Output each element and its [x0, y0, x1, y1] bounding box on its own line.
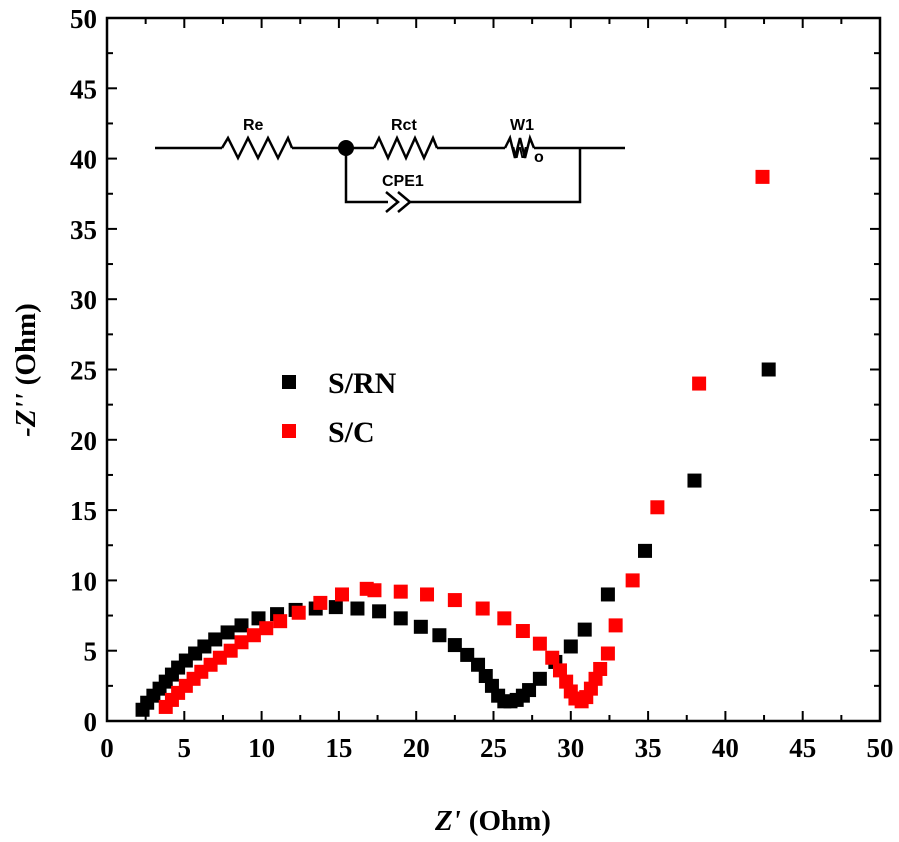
y-tick-label: 45 [70, 74, 97, 104]
data-point [350, 601, 365, 616]
x-axis-title: Z' (Ohm) [434, 805, 551, 837]
data-point [608, 618, 623, 633]
data-point [220, 625, 235, 640]
cpe-chevron-1 [385, 191, 400, 213]
tick-labels: 0 5 10 15 20 25 30 35 40 45 50 0 5 10 15 20 25 30 35 40 45 50 [70, 4, 894, 763]
circuit-parallel-return [410, 148, 582, 204]
x-tick-label: 50 [867, 733, 894, 763]
data-point [413, 619, 428, 634]
x-tick-label: 10 [248, 733, 275, 763]
x-tick-label: 0 [100, 733, 114, 763]
plot-frame [105, 16, 882, 723]
label-re: Re [243, 117, 264, 134]
x-tick-label: 45 [789, 733, 816, 763]
y-tick-label: 40 [70, 145, 97, 175]
data-point [471, 657, 486, 672]
data-point [532, 636, 547, 651]
x-axis-symbol: Z' [434, 805, 461, 837]
data-point [367, 583, 382, 598]
data-point [600, 646, 615, 661]
y-tick-label: 0 [84, 707, 98, 737]
data-point [208, 632, 223, 647]
data-point [313, 595, 328, 610]
y-tick-label: 15 [70, 496, 97, 526]
data-point [393, 584, 408, 599]
label-w-symbol: W [512, 145, 528, 162]
x-tick-label: 35 [635, 733, 662, 763]
legend-marker-s-c [282, 424, 296, 438]
data-point [291, 605, 306, 620]
series-s-c [158, 169, 770, 714]
data-point [515, 624, 530, 639]
x-tick-label: 15 [325, 733, 352, 763]
legend-marker-s-rn [282, 375, 296, 389]
y-axis-title: -Z'' (Ohm) [10, 303, 42, 437]
x-tick-label: 5 [178, 733, 192, 763]
label-cpe1: CPE1 [382, 173, 424, 190]
data-point [234, 635, 249, 650]
x-tick-label: 40 [712, 733, 739, 763]
data-point [447, 638, 462, 653]
equivalent-circuit-inset: Re Rct W1 W o CPE1 [155, 117, 625, 213]
legend: S/RN S/C [282, 367, 397, 449]
y-tick-label: 5 [84, 637, 98, 667]
data-point [497, 611, 512, 626]
data-points [135, 169, 776, 717]
data-point [625, 573, 640, 588]
data-point [522, 683, 537, 698]
legend-label-s-c: S/C [328, 416, 375, 449]
legend-label-s-rn: S/RN [328, 367, 397, 400]
data-point [197, 639, 212, 654]
data-point [259, 621, 274, 636]
data-point [223, 643, 238, 658]
x-tick-label: 20 [403, 733, 430, 763]
resistor-re [220, 134, 294, 161]
data-point [393, 611, 408, 626]
data-point [600, 587, 615, 602]
data-point [372, 604, 387, 619]
data-point [687, 473, 702, 488]
y-tick-label: 10 [70, 566, 97, 596]
x-tick-label: 30 [557, 733, 584, 763]
data-point [761, 362, 776, 377]
data-point [638, 543, 653, 558]
y-axis-unit: (Ohm) [10, 303, 42, 385]
label-w-subscript: o [534, 149, 544, 166]
data-point [650, 500, 665, 515]
data-point [692, 376, 707, 391]
data-point [328, 600, 343, 615]
data-point [212, 650, 227, 665]
y-tick-label: 25 [70, 356, 97, 386]
y-axis-symbol: -Z'' [10, 393, 42, 437]
resistor-rct [372, 134, 439, 162]
y-tick-label: 20 [70, 426, 97, 456]
data-point [460, 647, 475, 662]
data-point [234, 618, 249, 633]
data-point [593, 661, 608, 676]
warburg-element [503, 133, 536, 159]
data-point [475, 601, 490, 616]
data-point [563, 639, 578, 654]
y-tick-label: 50 [70, 4, 97, 34]
data-point [447, 593, 462, 608]
y-tick-label: 30 [70, 285, 97, 315]
label-rct: Rct [391, 117, 417, 134]
data-point [755, 169, 770, 184]
data-point [246, 628, 261, 643]
label-w1: W1 [510, 117, 534, 134]
data-point [432, 628, 447, 643]
data-point [577, 622, 592, 637]
y-tick-label: 35 [70, 215, 97, 245]
data-point [273, 614, 288, 629]
data-point [532, 671, 547, 686]
x-tick-label: 25 [480, 733, 507, 763]
data-point [334, 587, 349, 602]
data-point [420, 587, 435, 602]
circuit-parallel-branch [344, 148, 388, 204]
data-point [545, 650, 560, 665]
x-axis-unit: (Ohm) [469, 805, 551, 837]
series-s-rn [135, 362, 776, 717]
data-point [552, 663, 567, 678]
